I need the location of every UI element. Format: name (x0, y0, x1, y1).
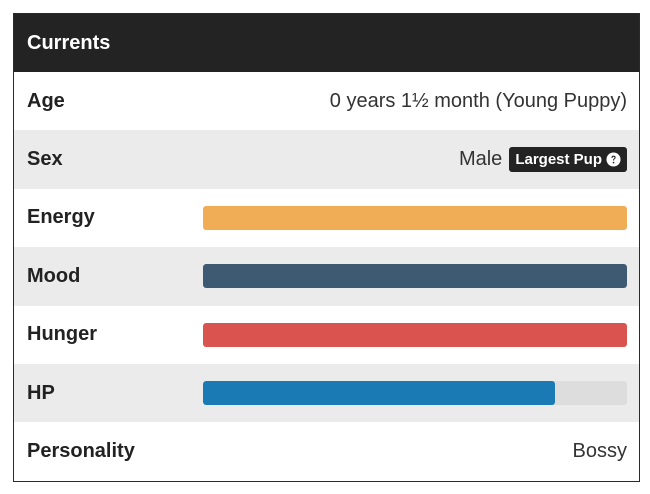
sex-row: Sex Male Largest Pup (14, 130, 639, 189)
row-label: Personality (27, 440, 135, 463)
row-label: Energy (27, 206, 95, 229)
bar-row: Mood (14, 247, 639, 306)
row-label: HP (27, 381, 55, 404)
badge-text: Largest Pup (515, 151, 602, 169)
row-label: Hunger (27, 323, 97, 346)
row-label: Age (27, 89, 65, 112)
bar-row: Energy (14, 188, 639, 248)
personality-row: Personality Bossy (14, 422, 639, 481)
row-value: Male Largest Pup (458, 147, 627, 173)
row-label: Sex (27, 148, 63, 171)
bar-row: Hunger (14, 305, 639, 364)
row-value: Bossy (572, 440, 627, 463)
bar-track (203, 381, 627, 406)
row-label: Mood (27, 264, 81, 287)
help-icon (606, 152, 621, 167)
badge[interactable]: Largest Pup (509, 147, 627, 173)
panel-title: Currents (14, 14, 639, 72)
bar-fill (203, 381, 555, 406)
row-value: 0 years 1½ month (Young Puppy) (329, 89, 627, 112)
bar-fill (203, 205, 627, 230)
bar-row: HP (14, 363, 639, 423)
age-row: Age 0 years 1½ month (Young Puppy) (14, 72, 639, 131)
bar-track (203, 205, 627, 230)
sex-value: Male (458, 148, 503, 171)
bar-fill (203, 264, 627, 289)
rows: Age 0 years 1½ month (Young Puppy) Sex M… (14, 72, 639, 481)
bar-track (203, 322, 627, 347)
currents-panel: Currents Age 0 years 1½ month (Young Pup… (13, 13, 640, 482)
bar-track (203, 264, 627, 289)
bar-fill (203, 322, 627, 347)
